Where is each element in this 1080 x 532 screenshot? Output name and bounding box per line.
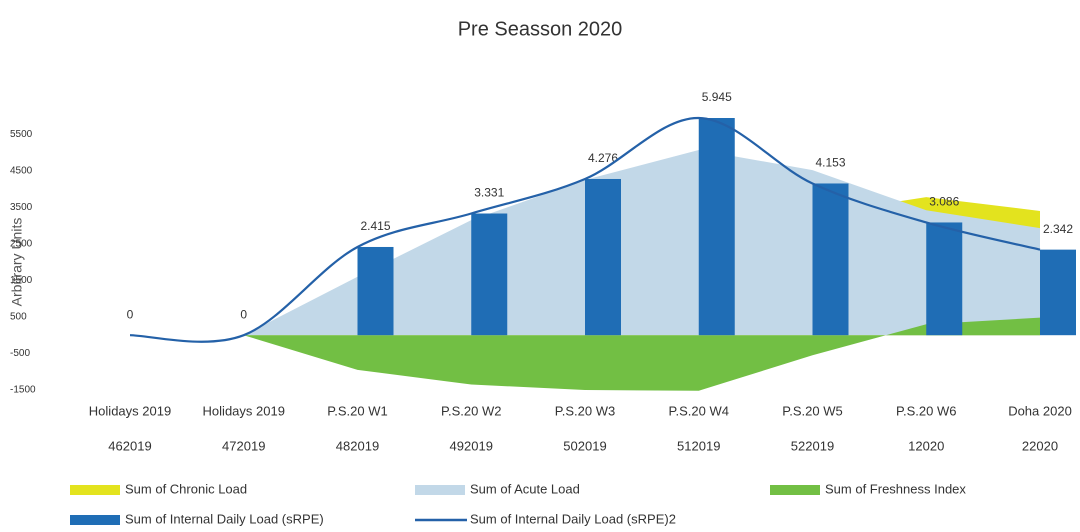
x-tick-label: Doha 2020: [1008, 403, 1072, 418]
data-label: 3.086: [929, 195, 959, 209]
data-label: 5.945: [702, 90, 732, 104]
x-tick-label: P.S.20 W1: [327, 403, 387, 418]
y-tick-label: 4500: [10, 165, 33, 176]
data-label: 2.415: [360, 219, 390, 233]
legend-label: Sum of Internal Daily Load (sRPE): [125, 511, 324, 526]
y-tick-label: 500: [10, 312, 27, 323]
x-tick-label: P.S.20 W6: [896, 403, 956, 418]
x-tick-label: Holidays 2019: [89, 403, 171, 418]
data-label: 3.331: [474, 186, 504, 200]
x-tick-sublabel: 12020: [908, 438, 944, 453]
legend-label: Sum of Freshness Index: [825, 481, 966, 496]
legend-label: Sum of Internal Daily Load (sRPE)2: [470, 511, 676, 526]
y-tick-label: 2500: [10, 239, 33, 250]
bar: [1040, 249, 1076, 336]
data-label: 4.276: [588, 151, 618, 165]
bar: [926, 222, 963, 336]
x-tick-sublabel: 22020: [1022, 438, 1058, 453]
legend-label: Sum of Chronic Load: [125, 481, 247, 496]
bar: [357, 246, 394, 336]
x-tick-label: P.S.20 W5: [782, 403, 842, 418]
data-label: 0: [127, 307, 134, 321]
chart-title: Pre Seasson 2020: [458, 18, 623, 40]
data-label: 4.153: [815, 156, 845, 170]
x-tick-label: P.S.20 W2: [441, 403, 501, 418]
x-tick-sublabel: 502019: [563, 438, 606, 453]
bar: [812, 183, 849, 336]
legend-swatch: [70, 485, 120, 495]
x-tick-sublabel: 462019: [108, 438, 151, 453]
bar: [471, 213, 508, 336]
data-label: 2.342: [1043, 222, 1073, 236]
bar: [585, 178, 621, 336]
line: [129, 116, 1041, 343]
x-tick-sublabel: 482019: [336, 438, 379, 453]
legend-swatch: [70, 515, 120, 525]
y-tick-label: 1500: [10, 275, 33, 286]
x-tick-sublabel: 522019: [791, 438, 834, 453]
x-tick-sublabel: 472019: [222, 438, 265, 453]
y-tick-label: 3500: [10, 202, 33, 213]
x-tick-label: P.S.20 W3: [555, 403, 615, 418]
x-tick-label: Holidays 2019: [203, 403, 285, 418]
y-tick-label: -500: [10, 348, 30, 359]
x-tick-sublabel: 512019: [677, 438, 720, 453]
legend-swatch: [770, 485, 820, 495]
bar: [698, 118, 735, 336]
x-tick-sublabel: 492019: [450, 438, 493, 453]
y-tick-label: -1500: [10, 385, 36, 396]
data-label: 0: [240, 307, 247, 321]
legend-swatch: [415, 485, 465, 495]
area: [130, 317, 1040, 391]
y-tick-label: 5500: [10, 129, 33, 140]
legend-label: Sum of Acute Load: [470, 481, 580, 496]
x-tick-label: P.S.20 W4: [669, 403, 729, 418]
y-axis-label: Arbitrary Units: [9, 218, 25, 307]
